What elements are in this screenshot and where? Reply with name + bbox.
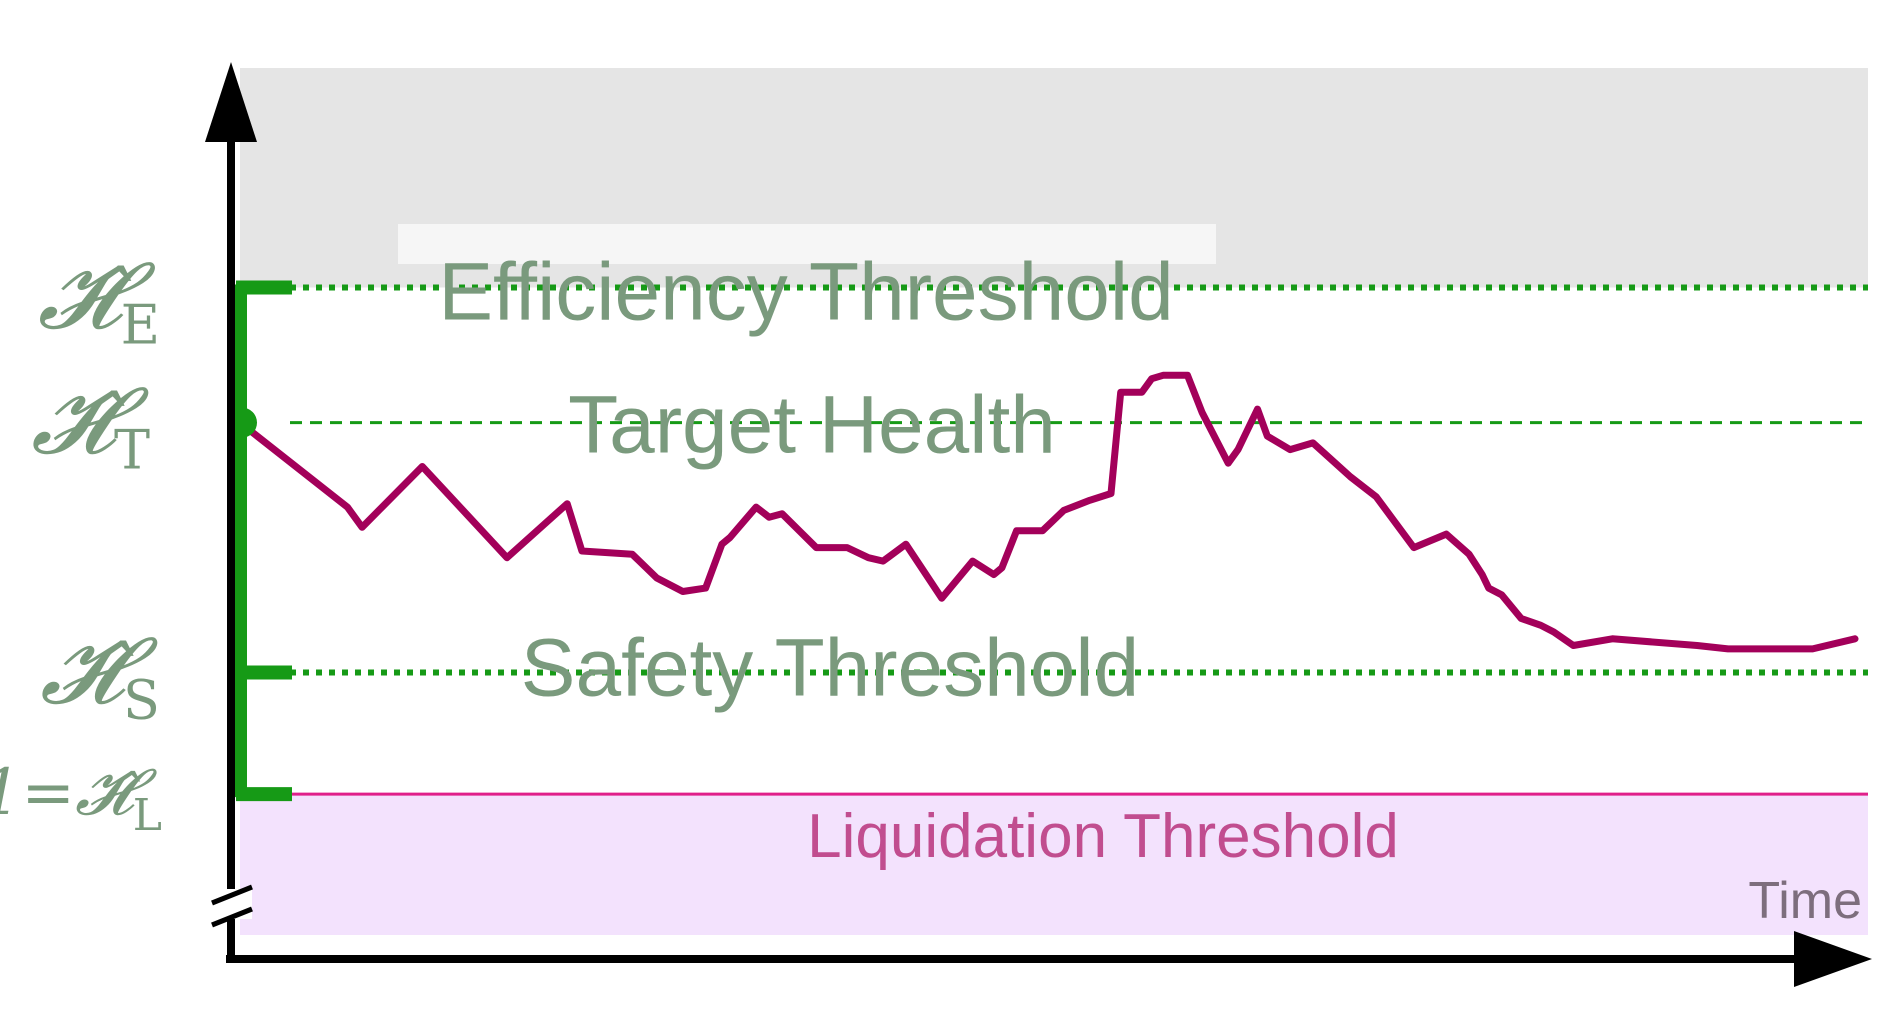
y-tick-label-target: 𝓗̂T — [31, 368, 150, 482]
y-axis-arrow-icon — [205, 62, 257, 142]
liquidation-zone — [240, 794, 1868, 935]
y-tick-label-efficiency: 𝓗̂E — [38, 243, 160, 357]
threshold-label-safety: Safety Threshold — [521, 623, 1139, 714]
y-axis — [205, 62, 292, 962]
y-tick-label-safety: 𝓗̂S — [40, 618, 160, 732]
y-axis-break-mark-lower — [211, 906, 253, 928]
efficiency-label-background — [398, 224, 1216, 264]
y-axis-break-mark-upper — [211, 884, 253, 906]
health-factor-series-line — [236, 371, 1859, 653]
x-axis-arrow-icon — [1794, 931, 1872, 987]
x-axis-label: Time — [1748, 872, 1862, 930]
x-axis — [226, 931, 1872, 987]
threshold-label-target: Target Health — [568, 380, 1056, 471]
y-tick-label-liquidation: 1=𝓗̂L — [0, 756, 162, 841]
threshold-labels: Efficiency Threshold Target Health Safety … — [438, 247, 1399, 872]
threshold-label-efficiency: Efficiency Threshold — [438, 247, 1173, 338]
threshold-label-liquidation: Liquidation Threshold — [807, 802, 1399, 871]
threshold-lines — [290, 284, 1868, 796]
